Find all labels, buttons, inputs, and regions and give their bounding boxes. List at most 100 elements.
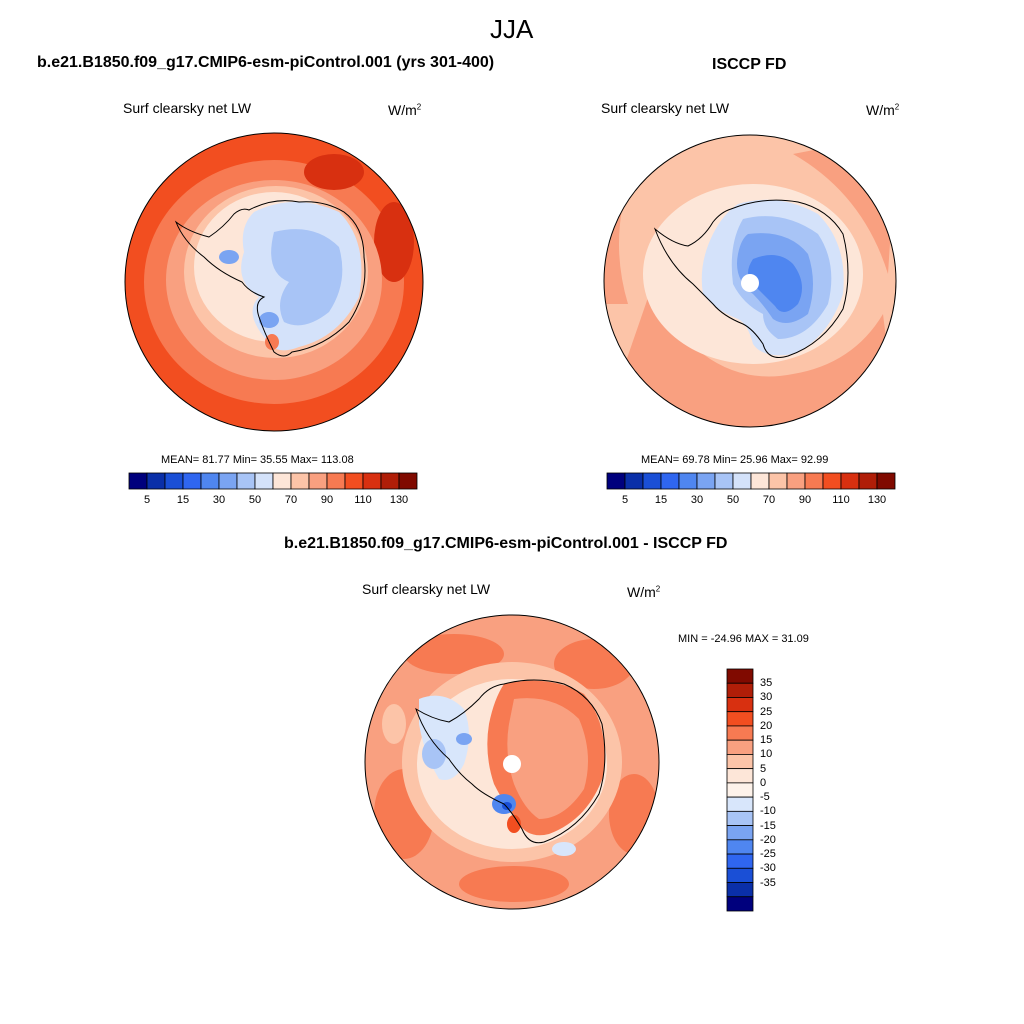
colorbar-swatch xyxy=(726,825,754,841)
colorbar-swatch xyxy=(678,472,698,490)
colorbar-swatch xyxy=(726,882,754,898)
colorbar-tick-label: 130 xyxy=(867,494,887,506)
colorbar-swatch xyxy=(726,725,754,741)
colorbar-swatch xyxy=(128,472,148,490)
colorbar-swatch xyxy=(726,682,754,698)
colorbar-tick-label: 130 xyxy=(389,494,409,506)
colorbar-tick-label: 10 xyxy=(760,748,773,761)
colorbar-tick-label: 15 xyxy=(176,494,190,506)
colorbar-swatch xyxy=(642,472,662,490)
colorbar-swatch xyxy=(236,472,256,490)
colorbar-tick-label: 50 xyxy=(726,494,740,506)
diff-panel-heading: b.e21.B1850.f09_g17.CMIP6-esm-piControl.… xyxy=(284,535,728,552)
colorbar-tick-label: -20 xyxy=(760,833,776,846)
model-panel-heading: b.e21.B1850.f09_g17.CMIP6-esm-piControl.… xyxy=(37,54,495,71)
model-stats: MEAN= 81.77 Min= 35.55 Max= 113.08 xyxy=(161,454,354,466)
colorbar-swatch xyxy=(726,739,754,755)
colorbar-swatch xyxy=(804,472,824,490)
colorbar-tick-label: -30 xyxy=(760,862,776,875)
colorbar-swatch xyxy=(182,472,202,490)
colorbar-swatch xyxy=(726,896,754,912)
colorbar-tick-label: 110 xyxy=(832,494,850,506)
colorbar-tick-label: 5 xyxy=(621,494,629,506)
colorbar-swatch xyxy=(606,472,626,490)
colorbar-swatch xyxy=(876,472,896,490)
diff-stats: MIN = -24.96 MAX = 31.09 xyxy=(678,633,809,645)
obs-stats: MEAN= 69.78 Min= 25.96 Max= 92.99 xyxy=(641,454,829,466)
colorbar-swatch xyxy=(398,472,418,490)
colorbar-swatch xyxy=(726,810,754,826)
diff-colorbar xyxy=(726,668,754,912)
colorbar-swatch xyxy=(362,472,382,490)
colorbar-swatch xyxy=(726,697,754,713)
diff-polar-map xyxy=(364,614,660,910)
colorbar-swatch xyxy=(726,754,754,770)
colorbar-swatch xyxy=(726,711,754,727)
colorbar-swatch xyxy=(290,472,310,490)
colorbar-swatch xyxy=(726,853,754,869)
obs-panel-heading: ISCCP FD xyxy=(712,56,787,73)
colorbar-swatch xyxy=(714,472,734,490)
model-colorbar-ticks: 5 15 30 50 70 90 110 130 xyxy=(129,494,417,508)
colorbar-swatch xyxy=(344,472,364,490)
colorbar-swatch xyxy=(732,472,752,490)
diff-variable-label: Surf clearsky net LW xyxy=(362,581,491,597)
colorbar-swatch xyxy=(726,796,754,812)
model-polar-map xyxy=(124,132,424,432)
colorbar-tick-label: 15 xyxy=(654,494,668,506)
model-units-label: W/m2 xyxy=(388,102,422,118)
colorbar-tick-label: 70 xyxy=(762,494,776,506)
colorbar-tick-label: 20 xyxy=(760,719,773,732)
colorbar-swatch xyxy=(326,472,346,490)
obs-colorbar-ticks: 5 15 30 50 70 90 110 130 xyxy=(607,494,895,508)
colorbar-tick-label: 15 xyxy=(760,734,773,747)
colorbar-tick-label: 25 xyxy=(760,705,773,718)
colorbar-swatch xyxy=(726,839,754,855)
colorbar-swatch xyxy=(308,472,328,490)
colorbar-tick-label: 110 xyxy=(354,494,372,506)
colorbar-swatch xyxy=(624,472,644,490)
colorbar-swatch xyxy=(380,472,400,490)
colorbar-swatch xyxy=(726,867,754,883)
diff-colorbar-ticks: 35 30 25 20 15 10 5 0 -5 -10 -15 -20 -25 -30 -35 xyxy=(760,669,800,911)
colorbar-swatch xyxy=(786,472,806,490)
colorbar-swatch xyxy=(146,472,166,490)
colorbar-swatch xyxy=(822,472,842,490)
colorbar-tick-label: 70 xyxy=(284,494,298,506)
obs-variable-label: Surf clearsky net LW xyxy=(601,100,730,116)
colorbar-swatch xyxy=(858,472,878,490)
colorbar-swatch xyxy=(726,668,754,684)
colorbar-swatch xyxy=(164,472,184,490)
obs-units-label: W/m2 xyxy=(866,102,900,118)
colorbar-tick-label: 90 xyxy=(798,494,812,506)
colorbar-swatch xyxy=(272,472,292,490)
colorbar-tick-label: 30 xyxy=(690,494,704,506)
colorbar-swatch xyxy=(254,472,274,490)
colorbar-swatch xyxy=(726,768,754,784)
page-title: JJA xyxy=(490,14,534,44)
colorbar-tick-label: 50 xyxy=(248,494,262,506)
colorbar-tick-label: -5 xyxy=(760,791,770,804)
model-colorbar xyxy=(128,472,418,490)
colorbar-tick-label: -25 xyxy=(760,848,776,861)
colorbar-tick-label: 30 xyxy=(760,691,773,704)
colorbar-swatch xyxy=(750,472,770,490)
colorbar-swatch xyxy=(660,472,680,490)
colorbar-swatch xyxy=(726,782,754,798)
colorbar-swatch xyxy=(696,472,716,490)
colorbar-swatch xyxy=(768,472,788,490)
colorbar-tick-label: -10 xyxy=(760,805,776,818)
colorbar-swatch xyxy=(840,472,860,490)
colorbar-tick-label: 35 xyxy=(760,677,773,690)
colorbar-tick-label: -35 xyxy=(760,876,776,889)
colorbar-tick-label: 30 xyxy=(212,494,226,506)
colorbar-swatch xyxy=(200,472,220,490)
colorbar-tick-label: 5 xyxy=(143,494,151,506)
colorbar-tick-label: 90 xyxy=(320,494,334,506)
model-variable-label: Surf clearsky net LW xyxy=(123,100,252,116)
colorbar-swatch xyxy=(218,472,238,490)
colorbar-tick-label: 0 xyxy=(760,776,767,789)
colorbar-tick-label: 5 xyxy=(760,762,767,775)
obs-colorbar xyxy=(606,472,896,490)
colorbar-tick-label: -15 xyxy=(760,819,776,832)
